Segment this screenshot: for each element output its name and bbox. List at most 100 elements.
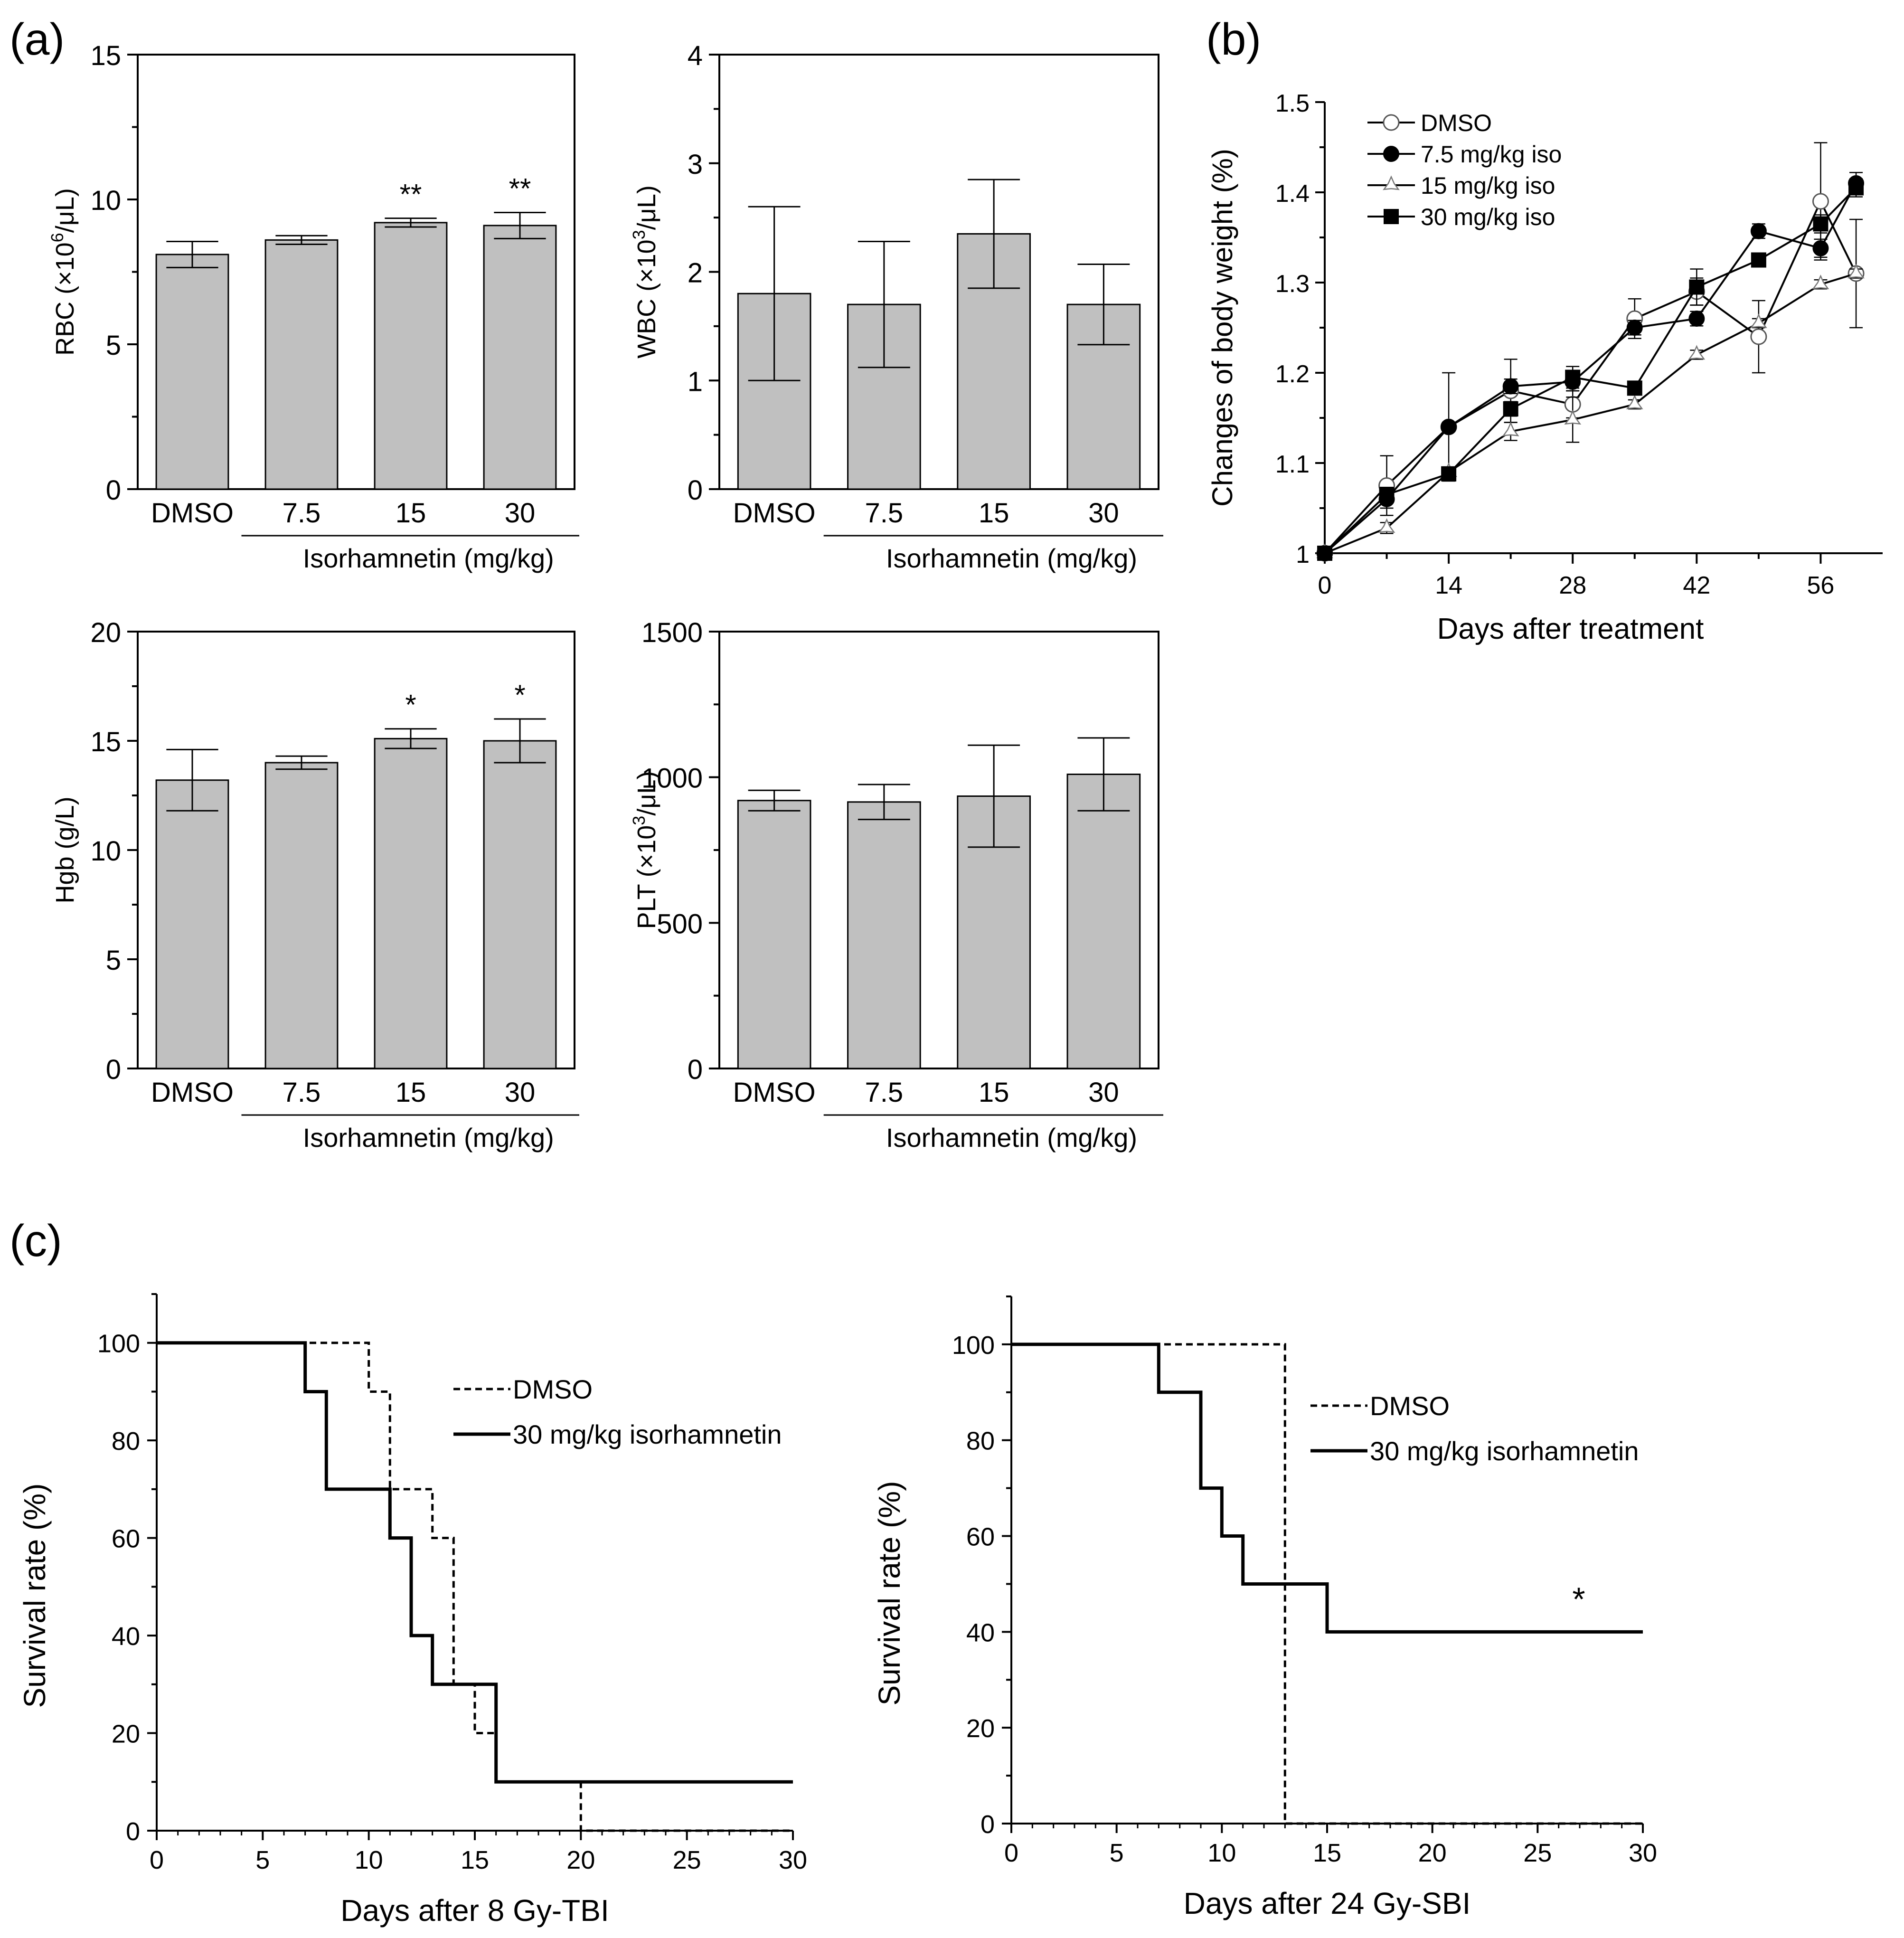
surv-sbi-xtick-label: 20 — [1418, 1839, 1447, 1867]
weight-ytick-label: 1.3 — [1275, 270, 1310, 298]
wbc-category-label: DMSO — [733, 498, 816, 529]
wbc-category-label: 7.5 — [865, 498, 904, 529]
wbc-group-label: Isorhamnetin (mg/kg) — [886, 543, 1137, 573]
plt-ylabel-unit: /μL) — [632, 771, 661, 816]
surv-tbi-xtick-label: 25 — [673, 1846, 701, 1874]
plt-category-label: 15 — [979, 1077, 1009, 1108]
hgb-category-label: 15 — [396, 1077, 426, 1108]
surv-sbi-xtick-label: 10 — [1207, 1839, 1236, 1867]
weight-legend-label: 15 mg/kg iso — [1421, 172, 1555, 199]
plt-category-label: 30 — [1088, 1077, 1119, 1108]
hgb-ytick-label: 20 — [90, 617, 121, 648]
surv-sbi-significance-mark: * — [1572, 1580, 1585, 1617]
weight-ytick-label: 1 — [1296, 541, 1310, 568]
weight-point — [1626, 394, 1643, 409]
survival-sbi-chart: 0 20 40 60 80 100 0 5 10 15 20 25 30 Days after 24 Gy… — [872, 1295, 1657, 1920]
weight-point — [1503, 401, 1518, 416]
hgb-bar — [483, 740, 557, 1069]
hgb-bar-chart: 0 5 10 15 20 Hgb (g/L) DMSO 7.5 * 15 * 30 Isorhamnet… — [51, 617, 579, 1153]
rbc-category-label: 15 — [396, 498, 426, 529]
weight-xlabel: Days after treatment — [1437, 613, 1704, 645]
surv-sbi-legend-label: DMSO — [1370, 1391, 1450, 1421]
plt-group-label: Isorhamnetin (mg/kg) — [886, 1123, 1137, 1153]
surv-sbi-ytick-label: 0 — [980, 1810, 995, 1839]
surv-sbi-xtick-label: 25 — [1523, 1839, 1552, 1867]
rbc-ytick-label: 15 — [90, 40, 121, 71]
surv-sbi-legend-label: 30 mg/kg isorhamnetin — [1370, 1436, 1639, 1466]
weight-point — [1848, 180, 1864, 196]
surv-tbi-xtick-label: 30 — [779, 1846, 807, 1874]
weight-point — [1626, 320, 1643, 336]
surv-sbi-series-1 — [1011, 1342, 1643, 1634]
surv-sbi-ytick-label: 40 — [966, 1618, 995, 1647]
surv-tbi-ytick-label: 20 — [112, 1720, 140, 1749]
surv-tbi-series-1 — [157, 1341, 793, 1784]
surv-tbi-ylabel: Survival rate (%) — [18, 1484, 52, 1708]
weight-series-line — [1324, 199, 1857, 554]
rbc-ytick-label: 5 — [106, 330, 121, 361]
weight-xtick-label: 28 — [1559, 572, 1586, 599]
panel-label-b: (b) — [1206, 14, 1261, 65]
rbc-ylabel-unit: /μL) — [51, 188, 79, 233]
rbc-ylabel-text: RBC (×10 — [51, 242, 79, 356]
weight-series-2 — [1316, 264, 1865, 558]
rbc-bar — [374, 222, 448, 490]
hgb-category-label: 30 — [505, 1077, 536, 1108]
rbc-bar — [155, 254, 229, 490]
weight-point — [1379, 487, 1395, 502]
surv-sbi-ytick-label: 80 — [966, 1427, 995, 1456]
weight-ylabel: Changes of body weight (%) — [1206, 149, 1238, 507]
wbc-ytick-label: 0 — [688, 475, 703, 506]
hgb-bar — [155, 779, 229, 1069]
wbc-ylabel: WBC (×103/μL) — [629, 185, 661, 359]
rbc-significance-mark: ** — [509, 172, 531, 204]
hgb-ytick-label: 0 — [106, 1054, 121, 1085]
surv-sbi-xtick-label: 0 — [1004, 1839, 1018, 1867]
weight-ytick-label: 1.2 — [1275, 360, 1310, 388]
weight-series-1 — [1317, 171, 1865, 561]
wbc-ylabel-text: WBC (×10 — [632, 239, 661, 359]
weight-point — [1441, 419, 1457, 435]
weight-legend-label: DMSO — [1421, 110, 1492, 136]
weight-point — [1750, 223, 1767, 239]
weight-legend-marker — [1384, 209, 1399, 224]
plt-category-label: DMSO — [733, 1077, 816, 1108]
weight-point — [1847, 264, 1865, 279]
weight-ytick-label: 1.1 — [1275, 451, 1310, 478]
surv-tbi-xtick-label: 10 — [355, 1846, 383, 1874]
weight-point — [1812, 274, 1829, 290]
surv-tbi-xlabel: Days after 8 Gy-TBI — [340, 1893, 609, 1928]
hgb-group-label: Isorhamnetin (mg/kg) — [303, 1123, 554, 1153]
rbc-ytick-label: 0 — [106, 475, 121, 506]
panel-label-a: (a) — [9, 14, 65, 65]
surv-sbi-xtick-label: 15 — [1313, 1839, 1341, 1867]
plt-ytick-label: 1500 — [641, 617, 703, 648]
wbc-ytick-label: 1 — [688, 366, 703, 397]
panel-label-c: (c) — [9, 1216, 62, 1266]
rbc-group-label: Isorhamnetin (mg/kg) — [303, 543, 554, 573]
hgb-ytick-label: 5 — [106, 945, 121, 976]
hgb-bar — [264, 762, 339, 1069]
weight-series-line — [1324, 183, 1857, 554]
surv-sbi-ytick-label: 100 — [952, 1331, 995, 1360]
surv-tbi-legend-label: 30 mg/kg isorhamnetin — [513, 1419, 782, 1449]
weight-point — [1688, 311, 1705, 327]
plt-ylabel-sup: 3 — [629, 816, 649, 825]
weight-legend-label: 7.5 mg/kg iso — [1421, 141, 1562, 168]
weight-point — [1317, 546, 1332, 561]
rbc-bar-chart: 0 5 10 15 RBC (×106/μL) DMSO 7.5 ** 15 ** 30 Isorha… — [47, 40, 579, 573]
surv-sbi-xtick-label: 5 — [1110, 1839, 1124, 1867]
surv-sbi-xtick-label: 30 — [1629, 1839, 1657, 1867]
plt-ylabel: PLT (×103/μL) — [629, 771, 661, 929]
weight-series-0 — [1316, 142, 1865, 562]
hgb-ytick-label: 15 — [90, 727, 121, 757]
rbc-category-label: 7.5 — [283, 498, 321, 529]
surv-tbi-xtick-label: 15 — [461, 1846, 489, 1874]
weight-point — [1813, 216, 1829, 232]
plt-bar — [847, 801, 921, 1069]
surv-sbi-ylabel: Survival rate (%) — [872, 1481, 906, 1706]
body-weight-line-chart: 1 1.1 1.2 1.3 1.4 1.5 0 14 28 42 56 Days after trea… — [1206, 90, 1883, 645]
plt-ytick-label: 500 — [657, 908, 703, 939]
plt-bar — [1066, 774, 1141, 1069]
